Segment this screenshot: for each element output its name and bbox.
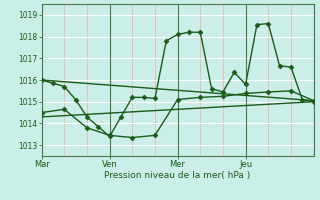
- X-axis label: Pression niveau de la mer( hPa ): Pression niveau de la mer( hPa ): [104, 171, 251, 180]
